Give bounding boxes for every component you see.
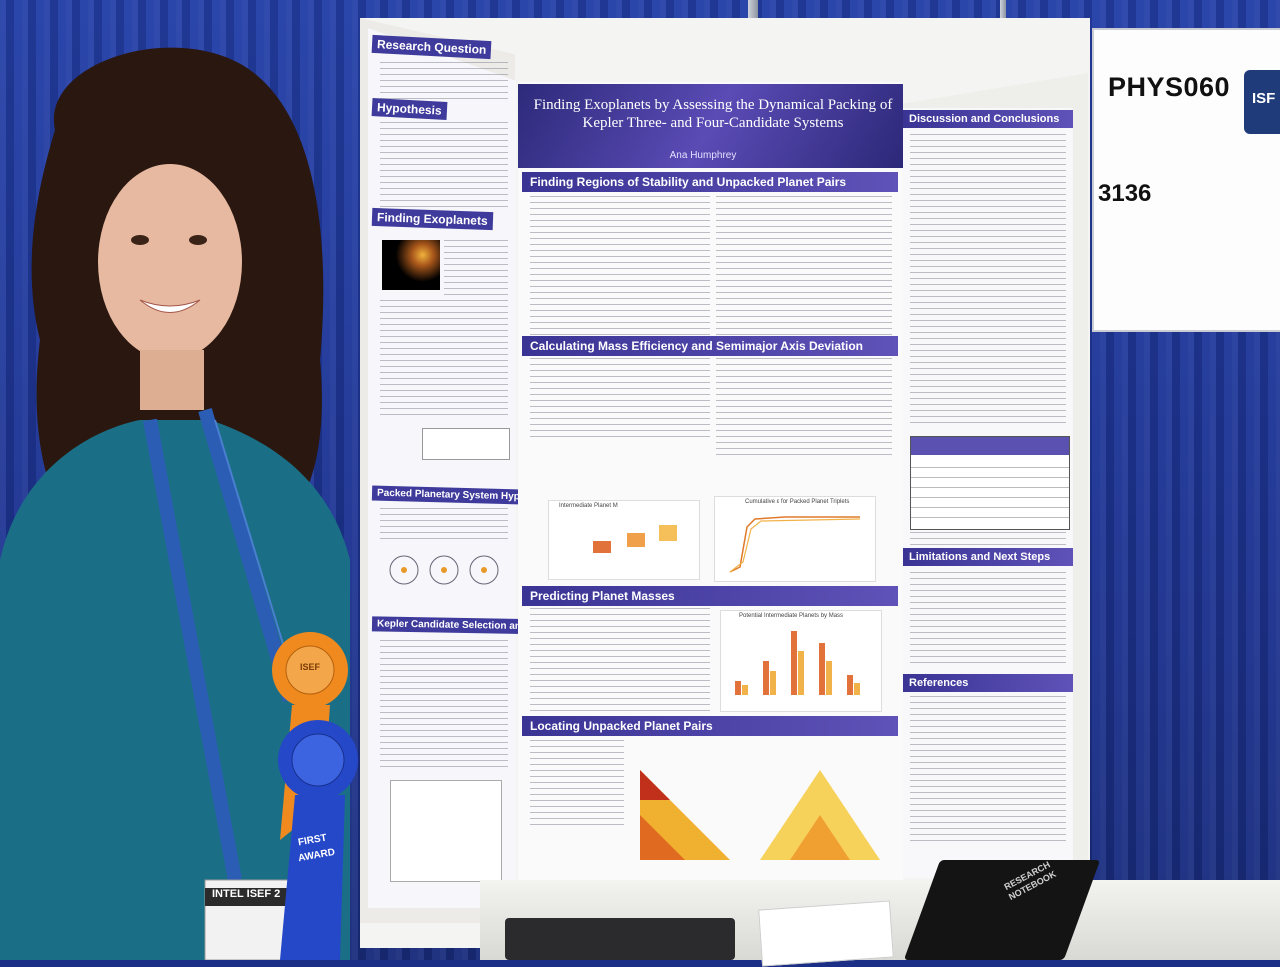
scatter-plot: [390, 780, 502, 882]
orange-ribbon-text: ISEF: [300, 662, 321, 672]
poster-author: Ana Humphrey: [669, 150, 737, 161]
box-plot-box: [659, 525, 677, 541]
student-person: [0, 47, 358, 960]
bar: [770, 671, 776, 695]
section-references: References: [903, 674, 1073, 692]
section-predicting: Predicting Planet Masses: [522, 586, 898, 606]
section-locating: Locating Unpacked Planet Pairs: [522, 716, 898, 736]
bar: [819, 643, 825, 695]
heatmap-triangle-1: [640, 760, 750, 860]
section-regions: Finding Regions of Stability and Unpacke…: [522, 172, 898, 192]
bar: [742, 685, 748, 695]
booth-code: PHYS060: [1108, 72, 1231, 102]
booth-number: 3136: [1098, 180, 1152, 207]
mass-efficiency-chart: Intermediate Planet M: [548, 500, 700, 580]
box-plot-box: [627, 533, 645, 547]
orbit-diagram: [384, 550, 504, 590]
title-band: [518, 84, 903, 168]
section-mass-efficiency: Calculating Mass Efficiency and Semimajo…: [522, 336, 898, 356]
cumulative-chart: Cumulative ε for Packed Planet Triplets: [714, 496, 876, 582]
bar: [854, 683, 860, 695]
handout-paper: [758, 900, 894, 967]
bar: [847, 675, 853, 695]
exoplanet-image: [382, 240, 440, 290]
section-discussion: Discussion and Conclusions: [903, 110, 1073, 128]
bar: [763, 661, 769, 695]
bar: [791, 631, 797, 695]
heatmap-triangle-2: [760, 760, 880, 860]
transit-diagram: [422, 428, 510, 460]
poster-title: Finding Exoplanets by Assessing the Dyna…: [533, 97, 893, 131]
bar: [798, 651, 804, 695]
bar: [735, 681, 741, 695]
isef-logo: ISF: [1244, 70, 1280, 134]
badge-text: INTEL ISEF 2: [212, 888, 281, 900]
section-limitations: Limitations and Next Steps: [903, 548, 1073, 566]
booth-sign: PHYS060 ISF 3136: [1092, 28, 1280, 332]
predictions-table: [910, 436, 1070, 530]
box-plot-box: [593, 541, 611, 553]
bar: [826, 661, 832, 695]
binder: [505, 918, 735, 960]
potential-planets-chart: Potential Intermediate Planets by Mass: [720, 610, 882, 712]
